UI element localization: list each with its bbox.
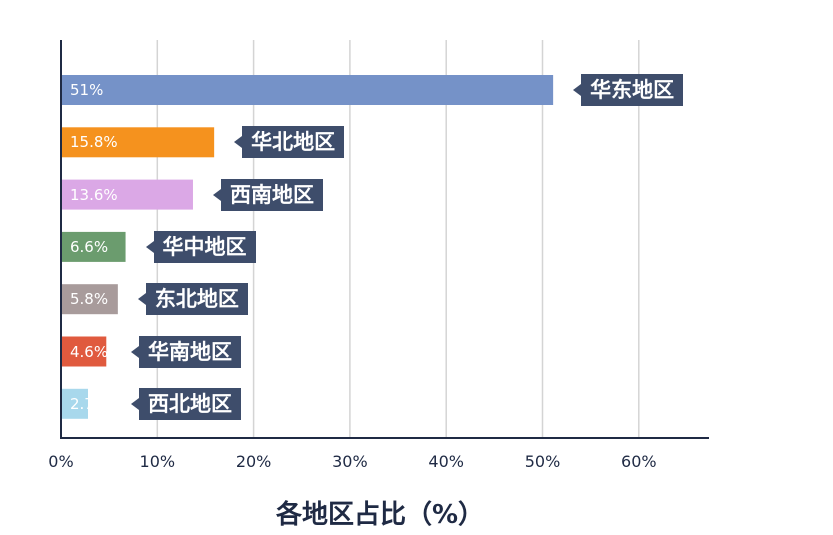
- gridlines: [156, 40, 640, 438]
- bar-value-label: 6.6%: [70, 237, 109, 256]
- x-tick-label: 30%: [332, 452, 368, 471]
- bar: [62, 127, 215, 158]
- bar: [62, 179, 193, 210]
- x-axis-title: 各地区占比（%）: [275, 500, 485, 530]
- x-tick-label: 60%: [621, 452, 657, 471]
- bar-value-label: 51%: [70, 81, 104, 99]
- region-label: 华东地区: [573, 74, 684, 106]
- bar-value-label: 15.8%: [70, 133, 118, 152]
- x-tick-label: 10%: [139, 452, 176, 471]
- bar: [62, 284, 118, 315]
- region-label: 华南地区: [131, 335, 241, 368]
- region-label: 西北地区: [131, 387, 241, 420]
- bar: [62, 75, 554, 105]
- x-tick-label: 40%: [428, 452, 464, 471]
- region-label: 华北地区: [234, 126, 345, 159]
- bar: [62, 388, 89, 419]
- bar: [62, 336, 107, 367]
- bars: [62, 75, 554, 419]
- bar-value-label: 13.6%: [70, 185, 118, 204]
- bar-value-label: 5.8%: [70, 290, 109, 309]
- x-tick-label: 50%: [524, 452, 561, 471]
- x-tick-label: 0%: [48, 452, 74, 471]
- region-label: 华中地区: [145, 230, 256, 263]
- region-label: 西南地区: [212, 178, 323, 211]
- bar-value-label: 4.6%: [70, 342, 109, 361]
- bar-value-label: 2.7%: [70, 394, 109, 413]
- region-label: 东北地区: [137, 283, 248, 316]
- bar: [62, 231, 126, 262]
- x-tick-label: 20%: [235, 452, 272, 471]
